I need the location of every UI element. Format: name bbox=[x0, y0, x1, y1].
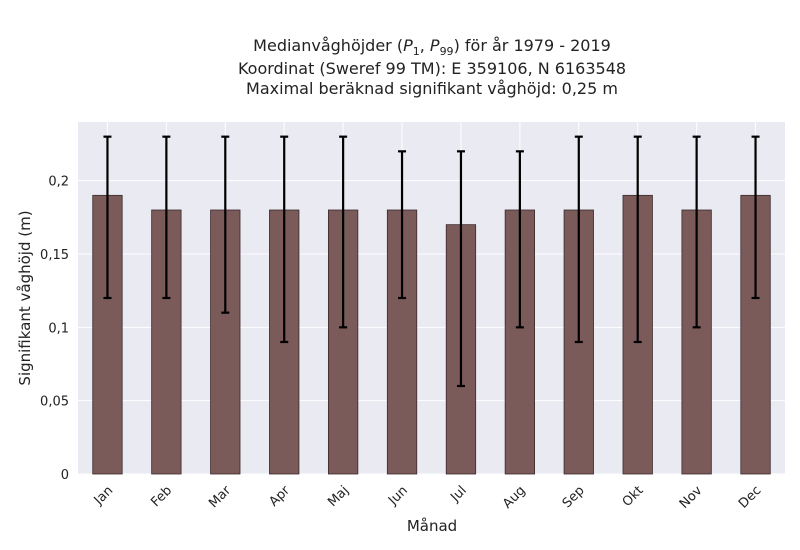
title-line-2: Koordinat (Sweref 99 TM): E 359106, N 61… bbox=[238, 59, 626, 78]
title-line-1: Medianvåghöjder (P1, P99) för år 1979 - … bbox=[253, 36, 611, 58]
y-axis-ticks: 0 0,05 0,1 0,15 0,2 bbox=[40, 175, 69, 483]
error-bar-apr bbox=[280, 135, 289, 344]
x-tick-label: Jun bbox=[385, 483, 411, 509]
error-bar-jan bbox=[103, 135, 112, 300]
error-bar-feb bbox=[162, 135, 171, 300]
y-tick-label: 0,15 bbox=[40, 248, 69, 263]
y-tick-label: 0 bbox=[61, 468, 69, 483]
x-axis-label: Månad bbox=[407, 517, 457, 535]
error-bars bbox=[103, 135, 760, 388]
title-p-high: 99 bbox=[440, 45, 454, 58]
title-suffix: ) för år 1979 - 2019 bbox=[454, 36, 611, 55]
x-tick-label: Aug bbox=[500, 483, 529, 512]
error-bar-jun bbox=[398, 150, 407, 300]
y-tick-label: 0,1 bbox=[48, 321, 69, 336]
x-tick-label: Jan bbox=[91, 483, 116, 508]
y-tick-label: 0,05 bbox=[40, 395, 69, 410]
x-tick-label: Maj bbox=[325, 483, 352, 510]
x-tick-label: Apr bbox=[267, 483, 294, 510]
error-bar-mar bbox=[221, 135, 230, 314]
bar-series bbox=[92, 194, 771, 475]
title-prefix: Medianvåghöjder ( bbox=[253, 36, 403, 55]
title-p-low: 1 bbox=[413, 45, 420, 58]
x-axis-ticks: Jan Feb Mar Apr Maj Jun Jul Aug Sep Okt Nov Dec bbox=[91, 483, 765, 512]
error-bar-aug bbox=[515, 150, 524, 329]
error-bar-jul bbox=[456, 150, 465, 388]
y-axis-label: Signifikant våghöjd (m) bbox=[16, 210, 34, 385]
x-tick-label: Sep bbox=[560, 483, 588, 511]
y-tick-label: 0,2 bbox=[48, 175, 69, 190]
error-bar-dec bbox=[751, 135, 760, 300]
error-bar-nov bbox=[692, 135, 701, 329]
x-tick-label: Mar bbox=[206, 483, 234, 511]
chart-title: Medianvåghöjder (P1, P99) för år 1979 - … bbox=[238, 36, 626, 98]
error-bar-okt bbox=[633, 135, 642, 344]
x-tick-label: Feb bbox=[148, 483, 175, 510]
title-line-3: Maximal beräknad signifikant våghöjd: 0,… bbox=[246, 79, 618, 98]
plot-area bbox=[78, 122, 785, 474]
x-tick-label: Okt bbox=[620, 483, 647, 510]
x-tick-label: Dec bbox=[736, 483, 764, 511]
error-bar-maj bbox=[339, 135, 348, 329]
x-tick-label: Jul bbox=[447, 483, 469, 505]
error-bar-sep bbox=[574, 135, 583, 344]
x-tick-label: Nov bbox=[677, 483, 706, 512]
